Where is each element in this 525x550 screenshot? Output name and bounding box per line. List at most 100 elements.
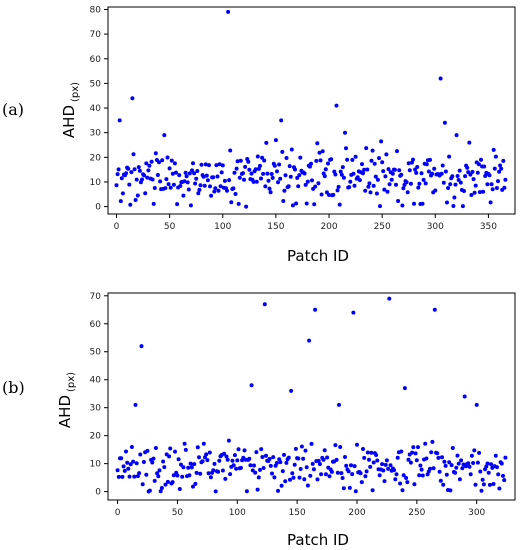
panel-a-point bbox=[387, 182, 392, 187]
panel-a-point bbox=[167, 166, 172, 171]
panel-b-point bbox=[208, 475, 213, 480]
panel-a-point bbox=[183, 170, 188, 175]
panel-a-point bbox=[406, 161, 411, 166]
panel-b-point bbox=[267, 456, 272, 461]
panel-b-point bbox=[311, 467, 316, 472]
panel-b-point bbox=[423, 441, 428, 446]
panel-b-point bbox=[278, 460, 283, 465]
panel-b-point bbox=[177, 487, 182, 491]
panel-b-point bbox=[193, 481, 198, 486]
panel-b-point bbox=[155, 471, 160, 476]
panel-a-point bbox=[273, 138, 278, 143]
panel-b-point bbox=[122, 468, 127, 473]
panel-b-point bbox=[323, 472, 328, 477]
panel-b-point bbox=[255, 487, 260, 492]
panel-a-point bbox=[192, 171, 197, 176]
panel-b-point bbox=[368, 464, 373, 469]
panel-b-point bbox=[469, 453, 474, 458]
panel-a-point bbox=[499, 166, 504, 171]
panel-a-point bbox=[151, 201, 156, 206]
panel-a-point bbox=[457, 168, 462, 173]
panel-a-point bbox=[488, 200, 493, 205]
panel-b-point bbox=[161, 459, 166, 464]
panel-b-point bbox=[217, 458, 222, 463]
panel-a-ylabel: AHD(px) bbox=[60, 82, 81, 138]
panel-a-point bbox=[290, 203, 295, 208]
panel-a-point bbox=[409, 160, 414, 165]
panel-b-point bbox=[254, 450, 259, 455]
panel-a-point bbox=[443, 169, 448, 174]
panel-a-point bbox=[142, 173, 147, 178]
panel-a-point bbox=[172, 161, 177, 166]
panel-b-point bbox=[340, 476, 345, 480]
panel-a-point bbox=[184, 174, 189, 179]
panel-a-point bbox=[361, 171, 365, 176]
panel-a-point bbox=[477, 190, 482, 195]
panel-a-point bbox=[164, 177, 169, 182]
panel-a-point bbox=[160, 158, 165, 163]
panel-a-point bbox=[318, 158, 323, 163]
panel-a-point bbox=[502, 185, 507, 190]
panel-a-point bbox=[389, 177, 394, 182]
panel-a-point bbox=[364, 146, 369, 151]
panel-a-xtick-label: 350 bbox=[480, 222, 497, 232]
panel-b-point bbox=[329, 469, 334, 474]
panel-b-point bbox=[124, 449, 128, 454]
panel-a-point bbox=[451, 204, 456, 208]
panel-a-point bbox=[288, 174, 293, 179]
panel-a-point bbox=[310, 178, 314, 183]
panel-a-point bbox=[414, 170, 419, 175]
panel-a-ytick-label: 80 bbox=[90, 5, 102, 15]
panel-a-point bbox=[244, 204, 249, 209]
panel-a-ytick-label: 20 bbox=[90, 153, 102, 163]
panel-b-xlabel: Patch ID bbox=[287, 531, 349, 549]
panel-b-point bbox=[171, 473, 176, 478]
panel-b-point bbox=[125, 460, 130, 465]
panel-b-point bbox=[258, 467, 262, 472]
panel-b-point bbox=[230, 458, 235, 463]
panel-b-point bbox=[334, 457, 339, 462]
panel-b-point bbox=[362, 455, 367, 460]
panel-b-point bbox=[502, 478, 507, 483]
panel-b-point bbox=[448, 488, 453, 493]
panel-b-point bbox=[424, 456, 429, 461]
panel-b-ytick-label: 50 bbox=[90, 348, 102, 358]
panel-b-point bbox=[316, 458, 321, 463]
panel-b-point bbox=[188, 461, 193, 466]
panel-a-point bbox=[225, 188, 229, 193]
panel-b-point bbox=[200, 459, 205, 464]
panel-a-point bbox=[153, 151, 158, 156]
panel-b-xtick-label: 200 bbox=[348, 508, 365, 518]
panel-a-point bbox=[143, 191, 148, 196]
panel-b-point bbox=[244, 489, 249, 494]
panel-a-point bbox=[115, 172, 120, 177]
panel-a-point bbox=[190, 168, 194, 173]
panel-b-point bbox=[491, 482, 496, 486]
panel-a-point bbox=[116, 167, 121, 172]
panel-b-point bbox=[486, 470, 491, 475]
panel-a-point bbox=[407, 168, 412, 173]
panel-b-point bbox=[298, 467, 303, 471]
panel-b-point bbox=[247, 456, 252, 461]
panel-a-point bbox=[197, 187, 202, 192]
panel-a-point bbox=[238, 158, 243, 163]
panel-b-point bbox=[127, 474, 132, 479]
panel-b-point bbox=[309, 441, 314, 446]
panel-b-point bbox=[487, 482, 492, 487]
panel-a-point bbox=[405, 190, 410, 195]
panel-b-point bbox=[135, 474, 140, 479]
panel-b-point bbox=[377, 473, 382, 478]
panel-a-point bbox=[352, 183, 357, 188]
panel-b-point bbox=[307, 338, 312, 343]
panel-a-point bbox=[340, 165, 345, 170]
panel-a-point bbox=[309, 161, 313, 166]
panel-b-point bbox=[225, 457, 230, 462]
panel-b-point bbox=[132, 474, 137, 479]
panel-b-point bbox=[352, 464, 357, 469]
panel-b-point bbox=[129, 445, 134, 449]
panel-a-point bbox=[246, 159, 251, 164]
panel-b-point bbox=[383, 462, 388, 467]
panel-b-point bbox=[228, 472, 233, 477]
panel-b-point bbox=[145, 448, 150, 453]
panel-a-point bbox=[372, 161, 377, 166]
